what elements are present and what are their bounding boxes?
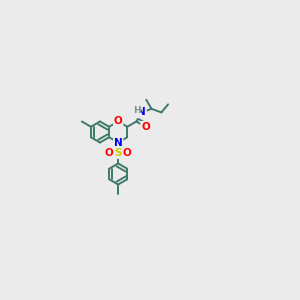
Text: O: O <box>123 148 131 158</box>
Text: O: O <box>114 116 123 127</box>
Text: N: N <box>114 137 123 148</box>
Text: S: S <box>114 148 122 158</box>
Text: N: N <box>137 107 146 117</box>
Text: O: O <box>105 148 114 158</box>
Text: O: O <box>141 122 150 132</box>
Text: H: H <box>133 106 140 115</box>
